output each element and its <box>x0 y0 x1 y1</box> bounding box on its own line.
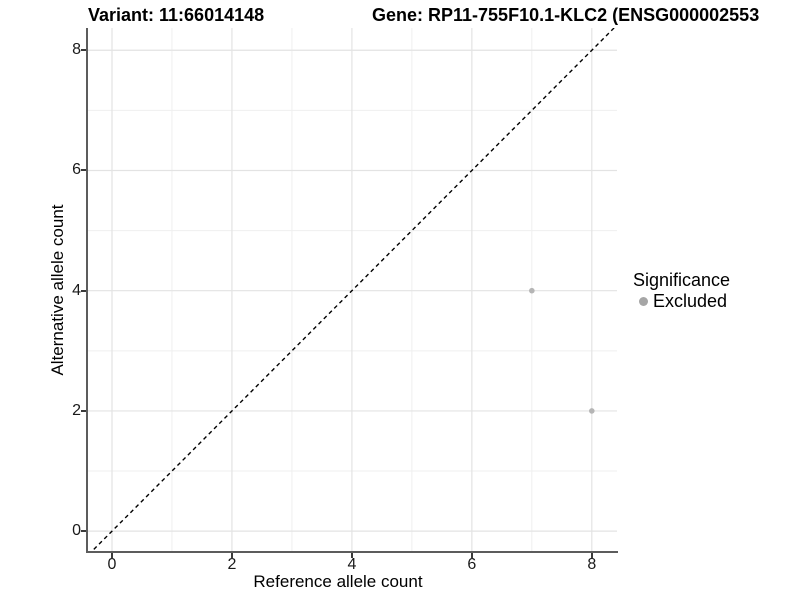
plot-panel <box>88 28 617 551</box>
y-axis-line <box>86 28 88 553</box>
y-tick-label: 2 <box>72 401 81 419</box>
x-axis-title: Reference allele count <box>253 572 423 591</box>
y-axis-title: Alternative allele count <box>48 204 67 376</box>
identity-reference-line <box>91 28 615 551</box>
y-tick-mark <box>81 530 86 533</box>
x-tick-label: 0 <box>107 556 117 573</box>
y-tick-mark <box>81 49 86 52</box>
x-tick-label: 2 <box>227 556 237 573</box>
x-tick-label: 4 <box>347 556 357 573</box>
x-tick-label: 8 <box>587 556 597 573</box>
legend: Significance Excluded <box>633 270 730 311</box>
plot-title-variant: Variant: 11:66014148 <box>88 5 265 25</box>
legend-title: Significance <box>633 270 731 290</box>
y-tick-label: 4 <box>72 281 81 299</box>
x-tick-label: 6 <box>467 556 477 573</box>
x-tick-mark <box>470 553 473 558</box>
x-axis-line <box>86 551 618 553</box>
y-tick-mark <box>81 409 86 412</box>
y-tick-label: 8 <box>72 41 81 59</box>
x-tick-mark <box>230 553 233 558</box>
data-point <box>589 408 595 414</box>
y-tick-label: 6 <box>72 161 81 179</box>
legend-item-label: Excluded <box>653 291 728 311</box>
legend-item-excluded: Excluded <box>639 291 730 311</box>
legend-point-icon <box>639 296 648 306</box>
data-point <box>529 287 535 294</box>
x-tick-mark <box>110 553 113 558</box>
x-tick-mark <box>350 553 353 558</box>
y-tick-mark <box>81 289 86 292</box>
y-tick-label: 0 <box>72 522 81 540</box>
x-tick-mark <box>590 553 593 558</box>
y-tick-mark <box>81 169 86 172</box>
plot-title-gene: Gene: RP11-755F10.1-KLC2 (ENSG000002553 <box>372 5 760 25</box>
